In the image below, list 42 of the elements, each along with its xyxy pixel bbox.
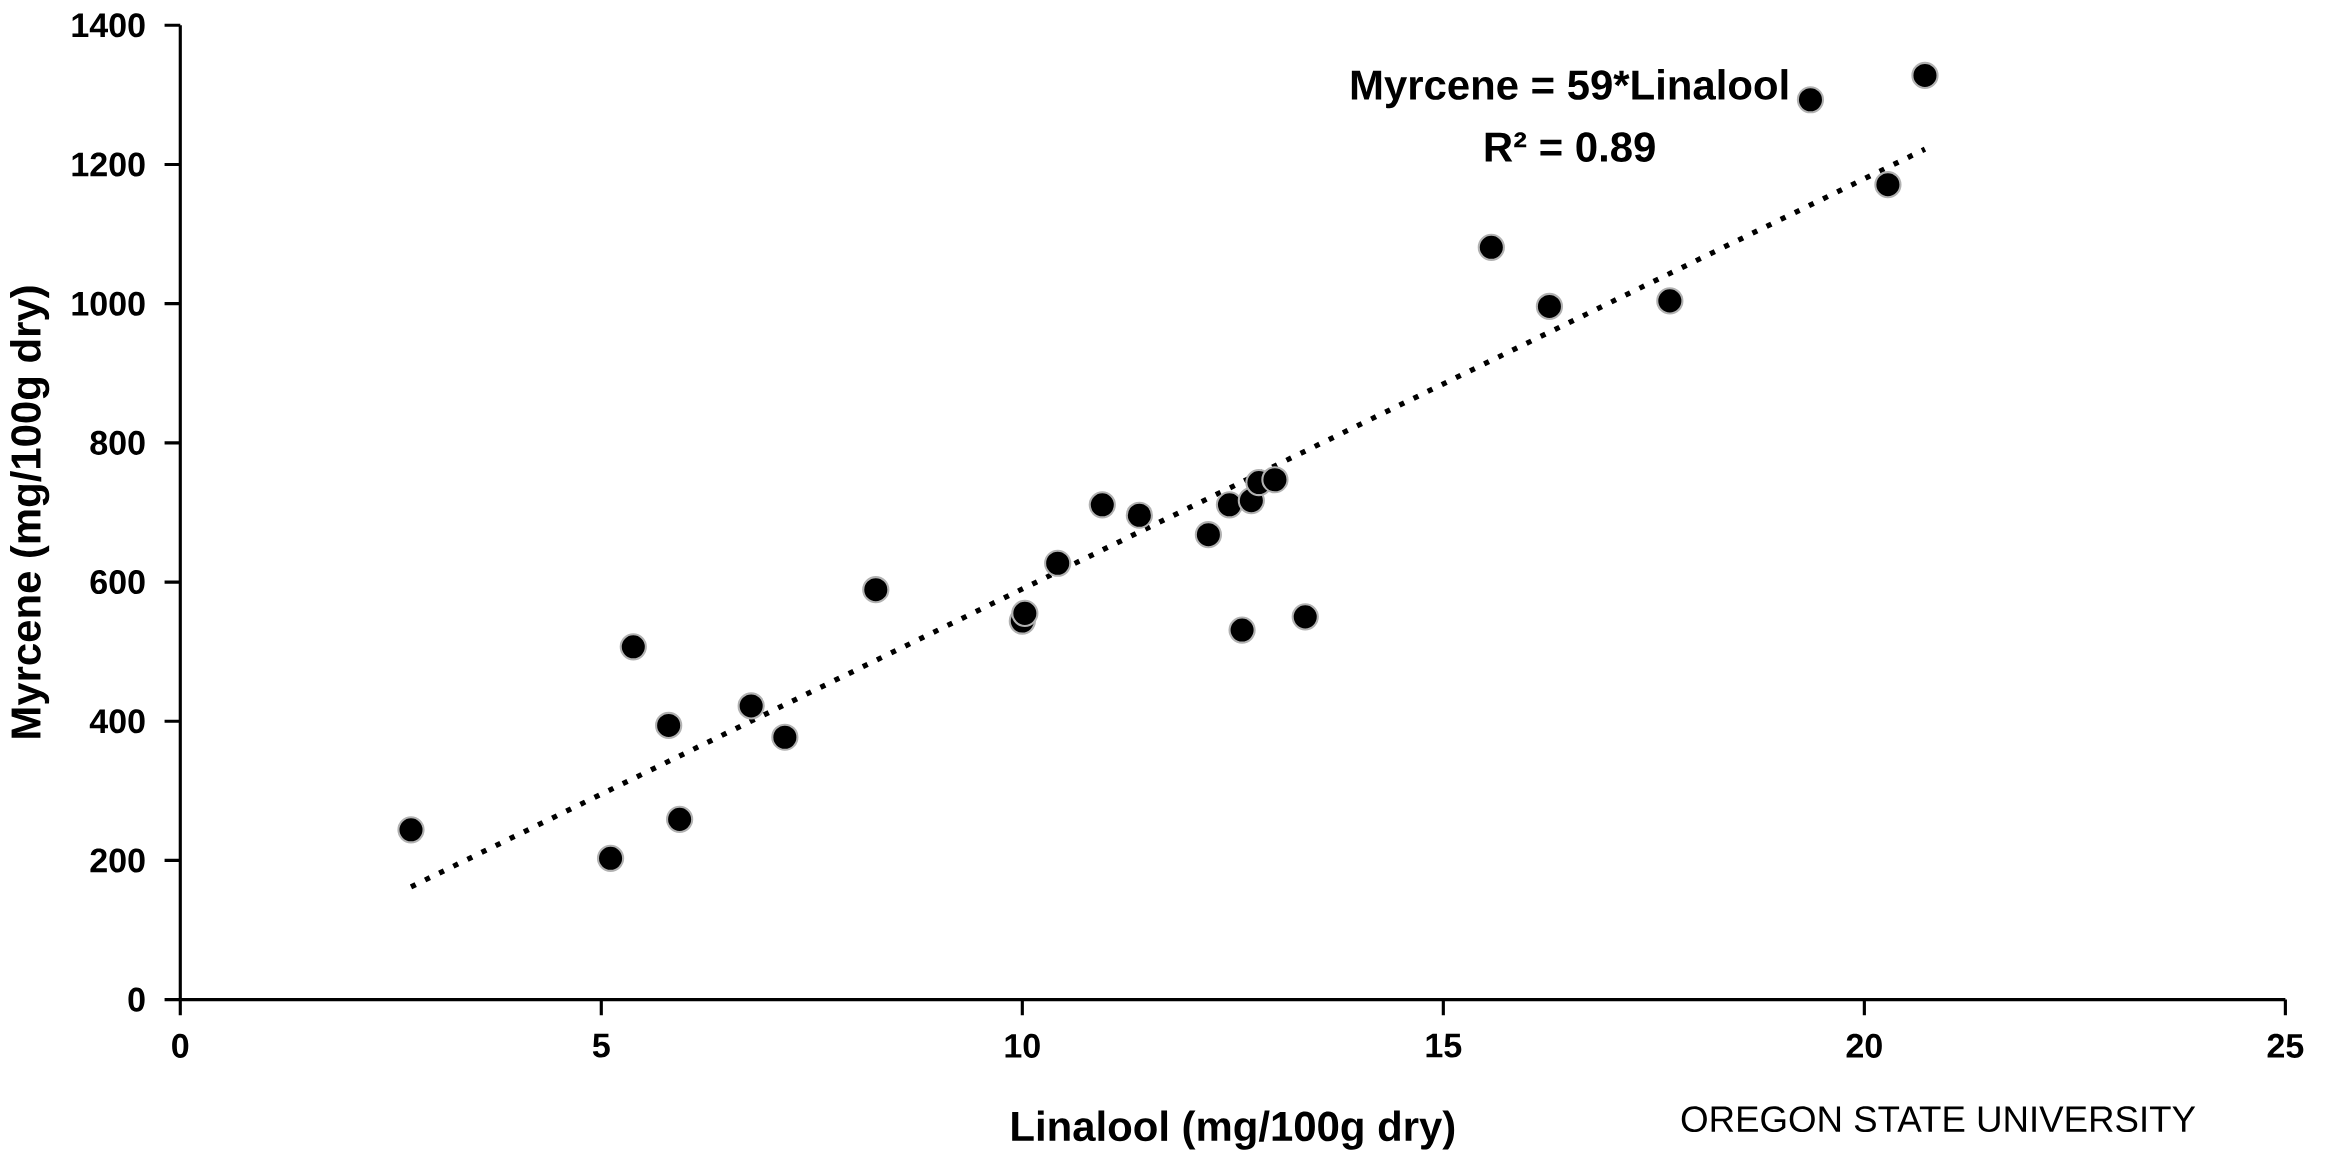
point bbox=[397, 816, 425, 844]
point bbox=[1125, 501, 1153, 530]
x-tick-label: 10 bbox=[1005, 1034, 1040, 1059]
y-axis-title: Myrcene (mg/100g dry) bbox=[10, 286, 50, 739]
x-tick-label: 0 bbox=[172, 1034, 189, 1059]
point bbox=[1911, 62, 1939, 90]
point bbox=[1044, 549, 1072, 578]
y-tick-label: 400 bbox=[89, 709, 145, 734]
y-tick-label: 1200 bbox=[72, 152, 145, 177]
annotation: Myrcene = 59*Linalool bbox=[1351, 69, 1788, 109]
y-tick-label: 1000 bbox=[72, 291, 145, 316]
point bbox=[1656, 287, 1684, 315]
x-tick-label: 25 bbox=[2267, 1034, 2304, 1059]
y-tick-label: 600 bbox=[90, 570, 145, 595]
x-tick-label: 15 bbox=[1426, 1034, 1462, 1058]
x-tick-label: 20 bbox=[1846, 1034, 1882, 1059]
point bbox=[655, 712, 683, 740]
point bbox=[1228, 616, 1256, 644]
annotation: R² = 0.89 bbox=[1485, 132, 1655, 163]
point bbox=[1194, 521, 1223, 549]
point bbox=[771, 723, 799, 752]
point bbox=[862, 576, 890, 604]
point bbox=[1011, 599, 1039, 628]
point bbox=[1535, 293, 1564, 321]
y-tick-label: 1400 bbox=[72, 13, 145, 38]
point bbox=[1215, 491, 1244, 519]
point bbox=[737, 692, 765, 720]
point bbox=[596, 844, 625, 873]
point bbox=[1088, 491, 1116, 519]
point bbox=[619, 633, 647, 661]
point bbox=[1874, 171, 1902, 199]
y-tick-label: 800 bbox=[90, 431, 145, 456]
y-tick-label: 0 bbox=[128, 987, 145, 1012]
point bbox=[1291, 603, 1319, 631]
point bbox=[1477, 233, 1505, 262]
text: OREGON STATE UNIVERSITY bbox=[1681, 1106, 2196, 1133]
x-tick-label: 5 bbox=[592, 1034, 610, 1058]
x-axis-title: Linalool (mg/100g dry) bbox=[1012, 1110, 1455, 1150]
y-tick-label: 200 bbox=[90, 848, 145, 873]
point bbox=[1796, 86, 1825, 114]
point bbox=[666, 805, 694, 834]
point bbox=[1261, 466, 1289, 494]
